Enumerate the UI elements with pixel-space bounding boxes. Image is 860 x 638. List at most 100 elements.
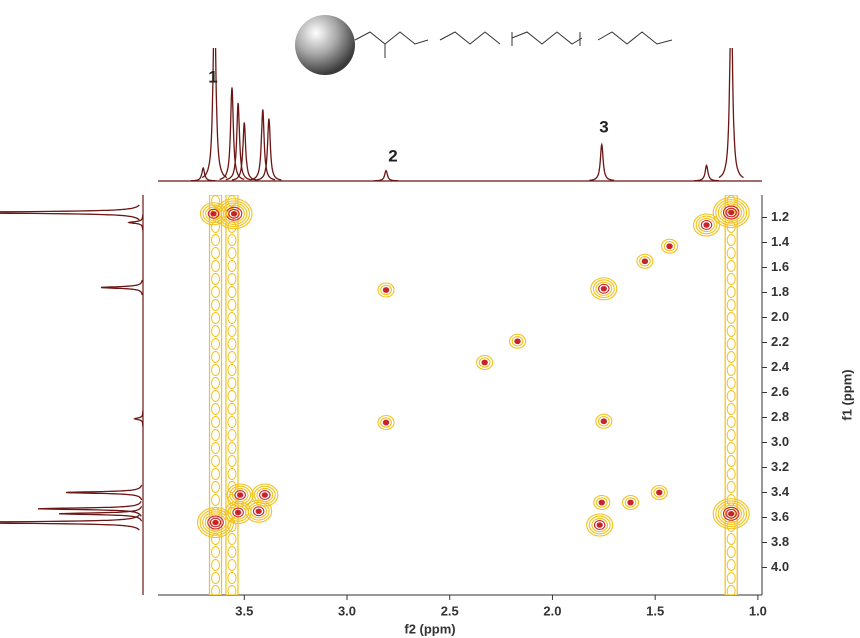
- contour-ring: [476, 354, 494, 371]
- contour-ring: [227, 503, 250, 522]
- contour-ring: [234, 490, 246, 500]
- contour-ring: [641, 258, 649, 265]
- y-tick-label: 4.0: [771, 559, 789, 574]
- f1-peak: [100, 279, 143, 296]
- contour-ring: [595, 413, 613, 429]
- y-tick-label: 3.8: [771, 534, 789, 549]
- ridge-band: [208, 195, 223, 595]
- f1-projection: [0, 195, 144, 595]
- contour-ring: [712, 196, 750, 229]
- f2-projection: [158, 48, 762, 182]
- ridge-contour: [227, 299, 237, 311]
- ridge-contour: [211, 260, 221, 272]
- ridge-contour: [211, 546, 221, 558]
- f2-peak: [201, 48, 228, 179]
- ridge: [724, 195, 738, 595]
- contour-ring: [224, 500, 252, 525]
- peak-annotation: 2: [388, 146, 397, 165]
- ridge-contour: [211, 468, 221, 480]
- contour-ring: [597, 416, 610, 427]
- f1-peak: [0, 204, 140, 221]
- contour-ring: [663, 241, 676, 252]
- contour-ring: [212, 519, 219, 526]
- ridge-contour: [211, 247, 221, 259]
- ridge-contour: [211, 221, 221, 233]
- ridge-contour: [211, 351, 221, 363]
- ridge-contour: [211, 273, 221, 285]
- ridge-contour: [726, 364, 736, 376]
- ridge-contour: [227, 416, 237, 428]
- contour-ring: [590, 277, 618, 301]
- contour-ring: [728, 209, 735, 216]
- ridge-contour: [211, 481, 221, 493]
- ridge-contour: [726, 247, 736, 259]
- contour-ring: [202, 204, 225, 224]
- x-tick-label: 1.0: [749, 603, 767, 618]
- f1-peak: [0, 514, 140, 531]
- contour-ring: [666, 243, 673, 250]
- contour-ring: [514, 338, 521, 345]
- contour-ring: [382, 419, 390, 426]
- ridge-contour: [726, 585, 736, 595]
- y-tick-label: 1.2: [771, 209, 789, 224]
- contour-ring: [715, 500, 748, 528]
- contour-ring: [382, 287, 390, 293]
- cross-peak: [224, 500, 252, 525]
- cross-peak: [636, 253, 654, 269]
- y-tick-label: 2.2: [771, 334, 789, 349]
- bonds: [354, 31, 673, 46]
- contour-ring: [261, 492, 268, 498]
- x-tick-label: 2.0: [543, 603, 561, 618]
- ridge-contour: [227, 455, 237, 467]
- ridge-contour: [726, 299, 736, 311]
- f1-peak: [127, 214, 144, 231]
- ridge-contour: [211, 455, 221, 467]
- contour-ring: [237, 492, 244, 498]
- contour-ring: [639, 256, 651, 267]
- f2-peak: [250, 109, 276, 181]
- ridge-contour: [227, 364, 237, 376]
- y-tick-label: 3.0: [771, 434, 789, 449]
- y-tick-label: 2.6: [771, 384, 789, 399]
- ridge-contour: [726, 572, 736, 584]
- ridge-band: [225, 195, 239, 595]
- contour-ring: [511, 336, 524, 347]
- contour-ring: [650, 484, 668, 501]
- contour-ring: [199, 202, 228, 226]
- ridge-contour: [227, 585, 237, 595]
- contour-ring: [259, 490, 271, 500]
- ridge-contour: [227, 468, 237, 480]
- ridge-contour: [726, 494, 736, 506]
- ridge-contour: [211, 390, 221, 402]
- contour-ring: [205, 206, 222, 221]
- contour-ring: [380, 417, 392, 428]
- ridge-contour: [726, 325, 736, 337]
- ridge-contour: [227, 325, 237, 337]
- y-tick-label: 3.2: [771, 459, 789, 474]
- ridge-contour: [227, 260, 237, 272]
- contour-ring: [591, 517, 609, 533]
- ridge-contour: [211, 403, 221, 415]
- contour-ring: [593, 494, 611, 511]
- ridge-contour: [726, 416, 736, 428]
- ridge-contour: [211, 312, 221, 324]
- contour-ring: [234, 509, 242, 516]
- ridge-contour: [227, 546, 237, 558]
- ridge-contour: [211, 585, 221, 595]
- ridge-contour: [726, 273, 736, 285]
- f2-peak: [694, 164, 719, 182]
- ridge-contour: [211, 416, 221, 428]
- structure: [295, 15, 673, 75]
- contour-ring: [209, 517, 222, 528]
- contour-ring: [624, 497, 637, 508]
- contour-ring: [592, 279, 615, 299]
- ridge-contour: [227, 559, 237, 571]
- contour-ring: [586, 513, 614, 537]
- contour-ring: [593, 520, 606, 530]
- ridge-contour: [211, 299, 221, 311]
- contour-ring: [698, 217, 715, 233]
- contour-ring: [717, 502, 745, 526]
- contour-ring: [210, 211, 217, 217]
- contour-ring: [255, 508, 262, 514]
- ridge: [225, 195, 239, 595]
